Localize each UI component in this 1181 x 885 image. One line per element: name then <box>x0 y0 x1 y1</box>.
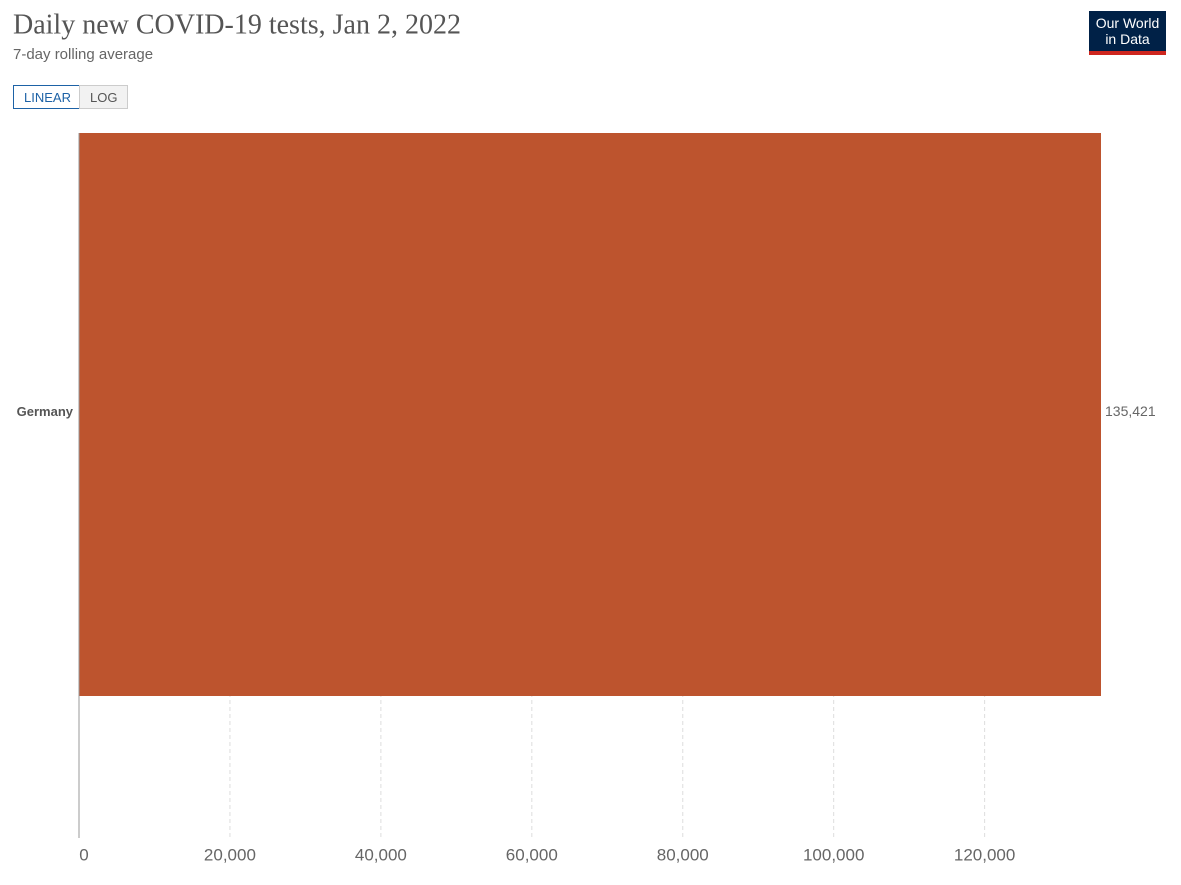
x-tick-label: 80,000 <box>657 845 709 864</box>
bar <box>79 133 1101 696</box>
value-label: 135,421 <box>1105 403 1156 419</box>
category-label: Germany <box>17 404 74 419</box>
scale-button[interactable]: LOG <box>79 85 129 109</box>
chart-title: Daily new COVID-19 tests, Jan 2, 2022 <box>13 9 461 40</box>
x-tick-label: 100,000 <box>803 845 864 864</box>
logo-text: Our World <box>1095 15 1160 31</box>
x-tick-label: 60,000 <box>506 845 558 864</box>
chart-subtitle: 7-day rolling average <box>13 46 153 63</box>
x-tick-label: 0 <box>79 845 88 864</box>
x-tick-label: 20,000 <box>204 845 256 864</box>
x-tick-label: 120,000 <box>954 845 1015 864</box>
logo-text: in Data <box>1105 31 1150 47</box>
scale-button[interactable]: LINEAR <box>13 85 82 109</box>
logo[interactable]: Our World in Data <box>1089 11 1166 55</box>
x-tick-label: 40,000 <box>355 845 407 864</box>
